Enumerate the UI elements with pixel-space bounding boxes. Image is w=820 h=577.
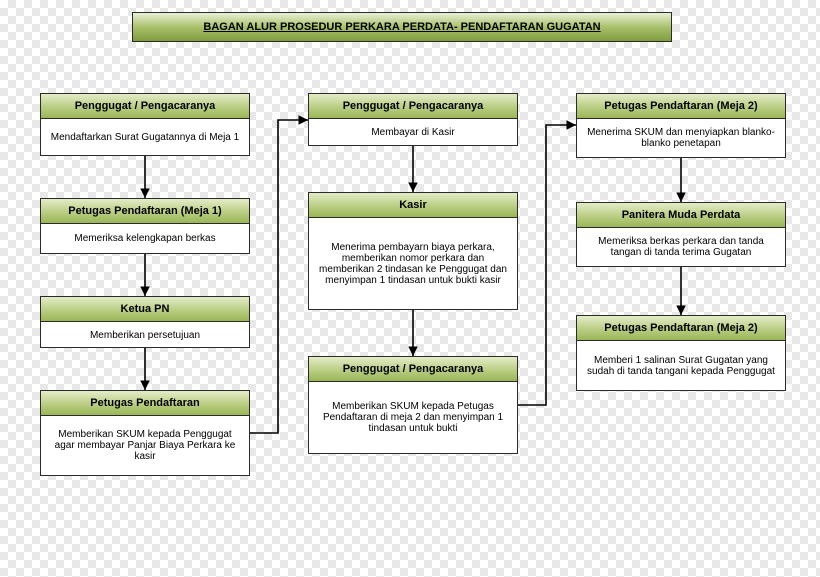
node-head: Petugas Pendaftaran xyxy=(41,391,249,416)
node-panitera-muda: Panitera Muda Perdata Memeriksa berkas p… xyxy=(576,202,786,267)
node-petugas-meja1: Petugas Pendaftaran (Meja 1) Memeriksa k… xyxy=(40,198,250,254)
node-body: Memeriksa berkas perkara dan tanda tanga… xyxy=(577,228,785,266)
node-head: Petugas Pendaftaran (Meja 1) xyxy=(41,199,249,224)
node-petugas-meja2-a: Petugas Pendaftaran (Meja 2) Menerima SK… xyxy=(576,93,786,158)
node-body: Memberikan SKUM kepada Petugas Pendaftar… xyxy=(309,382,517,453)
node-penggugat-skum: Penggugat / Pengacaranya Memberikan SKUM… xyxy=(308,356,518,454)
node-head: Penggugat / Pengacaranya xyxy=(309,357,517,382)
node-body: Memeriksa kelengkapan berkas xyxy=(41,224,249,253)
node-head: Panitera Muda Perdata xyxy=(577,203,785,228)
node-kasir: Kasir Menerima pembayarn biaya perkara, … xyxy=(308,192,518,310)
node-ketua-pn: Ketua PN Memberikan persetujuan xyxy=(40,296,250,348)
node-head: Penggugat / Pengacaranya xyxy=(41,94,249,119)
node-body: Mendaftarkan Surat Gugatannya di Meja 1 xyxy=(41,119,249,155)
node-body: Menerima pembayarn biaya perkara, member… xyxy=(309,218,517,309)
title-bar: BAGAN ALUR PROSEDUR PERKARA PERDATA- PEN… xyxy=(132,12,672,42)
node-head: Penggugat / Pengacaranya xyxy=(309,94,517,119)
node-head: Petugas Pendaftaran (Meja 2) xyxy=(577,316,785,341)
node-body: Memberikan SKUM kepada Penggugat agar me… xyxy=(41,416,249,475)
node-head: Petugas Pendaftaran (Meja 2) xyxy=(577,94,785,119)
node-body: Membayar di Kasir xyxy=(309,119,517,146)
node-petugas-pendaftaran: Petugas Pendaftaran Memberikan SKUM kepa… xyxy=(40,390,250,476)
node-body: Menerima SKUM dan menyiapkan blanko-blan… xyxy=(577,119,785,157)
node-penggugat-bayar: Penggugat / Pengacaranya Membayar di Kas… xyxy=(308,93,518,146)
title-text: BAGAN ALUR PROSEDUR PERKARA PERDATA- PEN… xyxy=(203,21,600,33)
node-body: Memberikan persetujuan xyxy=(41,322,249,349)
node-petugas-meja2-b: Petugas Pendaftaran (Meja 2) Memberi 1 s… xyxy=(576,315,786,391)
node-body: Memberi 1 salinan Surat Gugatan yang sud… xyxy=(577,341,785,390)
node-head: Kasir xyxy=(309,193,517,218)
node-penggugat-daftar: Penggugat / Pengacaranya Mendaftarkan Su… xyxy=(40,93,250,156)
node-head: Ketua PN xyxy=(41,297,249,322)
